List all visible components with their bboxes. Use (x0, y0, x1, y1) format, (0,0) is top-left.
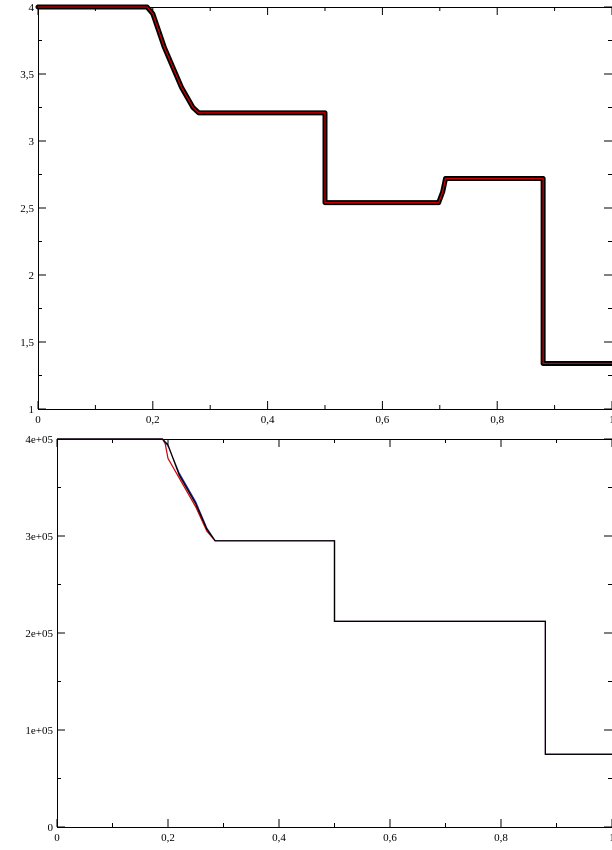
x-tick-label: 0,4 (261, 414, 275, 426)
x-tick-label: 0,8 (494, 832, 508, 844)
x-tick-label: 0,4 (272, 832, 286, 844)
chart-1: 0 0,2 0,4 0,6 0,8 1 1 1,5 2 2,5 3 3,5 4 (20, 2, 612, 426)
y-tick-label: 4e+05 (25, 434, 53, 446)
y-tick-label: 0 (48, 822, 54, 834)
y-tick-label: 2e+05 (25, 628, 53, 640)
x-tick-label: 0,2 (161, 832, 175, 844)
x-tick-label: 0 (54, 832, 60, 844)
x-tick-label: 0,8 (490, 414, 504, 426)
x-tick-label: 0,6 (383, 832, 397, 844)
series-line-3 (57, 438, 612, 755)
y-tick-label: 3 (29, 136, 35, 148)
x-tick-label: 1 (609, 832, 612, 844)
plot-frame (57, 439, 612, 828)
y-tick-label: 3e+05 (25, 531, 53, 543)
x-tick-label: 0,6 (376, 414, 390, 426)
series-line-overlay (38, 6, 612, 364)
y-tick-label: 3,5 (20, 69, 34, 81)
y-tick-label: 1,5 (20, 337, 34, 349)
x-tick-label: 0 (35, 414, 41, 426)
y-tick-label: 2 (29, 270, 35, 282)
y-tick-label: 2,5 (20, 203, 34, 215)
y-tick-label: 4 (29, 2, 35, 14)
plot-frame (38, 7, 612, 410)
y-tick-label: 1e+05 (25, 725, 53, 737)
x-tick-label: 1 (609, 414, 612, 426)
x-tick-label: 0,2 (146, 414, 160, 426)
chart-2: 0 0,2 0,4 0,6 0,8 1 0 1e+05 2e+05 3e+05 4e+05 (25, 434, 612, 844)
y-tick-label: 1 (29, 404, 35, 416)
